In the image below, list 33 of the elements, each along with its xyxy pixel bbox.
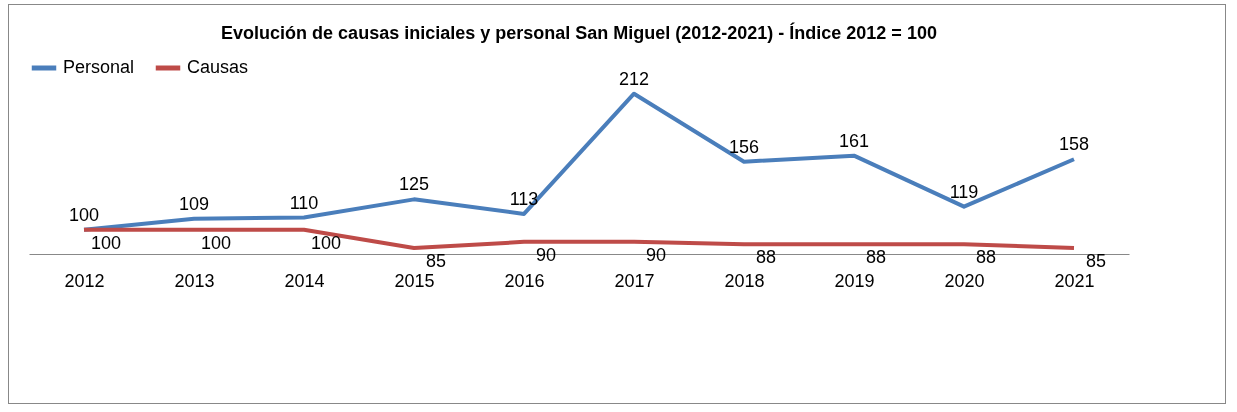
legend-label: Causas	[187, 57, 249, 77]
data-label: 109	[178, 193, 210, 214]
x-tick-label: 2020	[944, 270, 985, 291]
data-label: 88	[865, 247, 887, 268]
data-label: 85	[1085, 250, 1107, 271]
x-tick-label: 2017	[614, 270, 655, 291]
data-label: 158	[1058, 134, 1090, 155]
data-label: 110	[289, 192, 319, 213]
data-label: 85	[425, 250, 447, 271]
x-tick-label: 2013	[174, 270, 215, 291]
x-tick-label: 2014	[284, 270, 325, 291]
data-label: 90	[535, 244, 557, 265]
data-label: 100	[200, 232, 232, 253]
data-label: 100	[310, 232, 342, 253]
data-label: 119	[949, 181, 979, 202]
x-tick-label: 2016	[504, 270, 545, 291]
data-label: 125	[398, 174, 430, 195]
x-tick-label: 2021	[1054, 270, 1095, 291]
chart-title: Evolución de causas iniciales y personal San Miguel (2012-2021) - Índice 2012 = 100	[221, 22, 937, 43]
x-tick-label: 2019	[834, 270, 875, 291]
data-label: 90	[645, 244, 667, 265]
data-label: 113	[509, 188, 539, 209]
legend-label: Personal	[63, 57, 135, 77]
data-label: 100	[68, 204, 100, 225]
x-tick-label: 2015	[394, 270, 435, 291]
data-label: 100	[90, 232, 122, 253]
data-label: 88	[975, 247, 997, 268]
x-tick-label: 2012	[64, 270, 105, 291]
x-tick-label: 2018	[724, 270, 765, 291]
data-label: 88	[755, 247, 777, 268]
data-label: 156	[728, 136, 760, 157]
data-label: 161	[838, 130, 870, 151]
data-label: 212	[618, 68, 650, 89]
